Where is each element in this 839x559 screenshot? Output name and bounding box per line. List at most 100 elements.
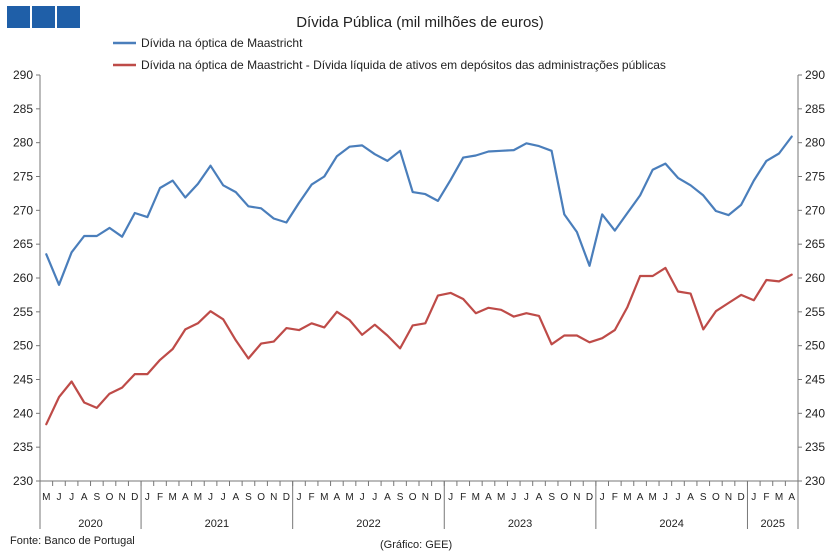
x-tick-label: M <box>42 492 50 503</box>
y-tick-label-left: 240 <box>13 406 33 420</box>
x-tick-label: J <box>360 492 365 503</box>
y-tick-label-left: 230 <box>13 474 33 488</box>
x-tick-label: O <box>106 492 114 503</box>
source-note: Fonte: Banco de Portugal <box>10 535 135 547</box>
x-tick-label: J <box>448 492 453 503</box>
x-tick-label: M <box>345 492 353 503</box>
x-tick-label: J <box>600 492 605 503</box>
series-line-2 <box>45 266 793 426</box>
x-tick-label: M <box>497 492 505 503</box>
x-tick-label: M <box>168 492 176 503</box>
x-tick-label: J <box>296 492 301 503</box>
x-tick-label: O <box>560 492 568 503</box>
axes: 230 230 235 235 240 240 245 245 250 250 255 255 260 2… <box>13 68 825 530</box>
y-tick-label-right: 270 <box>805 203 825 217</box>
x-tick-label: F <box>157 492 163 503</box>
chart-credit: (Gráfico: GEE) <box>380 539 453 551</box>
brand-square-2 <box>32 6 55 28</box>
plot-area <box>45 135 793 426</box>
year-label: 2024 <box>659 518 683 530</box>
x-tick-label: A <box>788 492 795 503</box>
x-tick-label: M <box>775 492 783 503</box>
x-tick-label: M <box>472 492 480 503</box>
y-tick-label-left: 275 <box>13 170 33 184</box>
brand-square-3 <box>57 6 80 28</box>
y-tick-label-left: 235 <box>13 440 33 454</box>
x-tick-label: A <box>536 492 543 503</box>
x-tick-label: F <box>612 492 618 503</box>
x-tick-label: J <box>221 492 226 503</box>
x-tick-label: J <box>675 492 680 503</box>
x-tick-label: N <box>118 492 125 503</box>
y-tick-label-right: 280 <box>805 136 825 150</box>
y-tick-label-left: 270 <box>13 203 33 217</box>
x-tick-label: J <box>208 492 213 503</box>
y-tick-label-right: 275 <box>805 170 825 184</box>
x-tick-label: M <box>194 492 202 503</box>
x-tick-label: J <box>372 492 377 503</box>
x-tick-label: A <box>485 492 492 503</box>
y-tick-label-left: 290 <box>13 68 33 82</box>
x-tick-label: S <box>245 492 252 503</box>
y-tick-label-left: 285 <box>13 102 33 116</box>
y-tick-label-right: 265 <box>805 237 825 251</box>
x-tick-label: J <box>663 492 668 503</box>
series-line-1 <box>45 135 793 286</box>
x-tick-label: D <box>434 492 441 503</box>
x-tick-label: A <box>384 492 391 503</box>
y-tick-label-left: 255 <box>13 305 33 319</box>
x-tick-label: F <box>460 492 466 503</box>
x-tick-label: M <box>623 492 631 503</box>
x-tick-label: D <box>738 492 745 503</box>
x-tick-label: A <box>687 492 694 503</box>
x-tick-label: J <box>69 492 74 503</box>
y-tick-label-right: 250 <box>805 339 825 353</box>
x-tick-label: D <box>586 492 593 503</box>
x-tick-label: S <box>548 492 555 503</box>
chart-title: Dívida Pública (mil milhões de euros) <box>296 14 544 31</box>
brand-square-1 <box>7 6 30 28</box>
y-tick-label-right: 260 <box>805 271 825 285</box>
y-tick-label-right: 230 <box>805 474 825 488</box>
year-label: 2021 <box>205 518 229 530</box>
x-tick-label: J <box>524 492 529 503</box>
x-tick-label: J <box>511 492 516 503</box>
x-tick-label: S <box>94 492 101 503</box>
x-tick-label: D <box>131 492 138 503</box>
x-tick-label: J <box>751 492 756 503</box>
y-tick-label-right: 235 <box>805 440 825 454</box>
x-tick-label: D <box>283 492 290 503</box>
x-tick-label: F <box>309 492 315 503</box>
x-tick-label: M <box>320 492 328 503</box>
y-tick-label-right: 245 <box>805 373 825 387</box>
x-tick-label: N <box>422 492 429 503</box>
x-tick-label: S <box>700 492 707 503</box>
legend-label-1: Dívida na óptica de Maastricht <box>141 36 303 50</box>
x-tick-label: A <box>81 492 88 503</box>
x-tick-label: S <box>397 492 404 503</box>
x-tick-label: A <box>334 492 341 503</box>
x-tick-label: N <box>573 492 580 503</box>
y-tick-label-left: 260 <box>13 271 33 285</box>
legend: Dívida na óptica de Maastricht Dívida na … <box>113 36 666 72</box>
x-tick-label: N <box>270 492 277 503</box>
year-label: 2025 <box>760 518 784 530</box>
x-tick-label: A <box>637 492 644 503</box>
x-tick-label: J <box>145 492 150 503</box>
legend-label-2: Dívida na óptica de Maastricht - Dívida … <box>141 58 666 72</box>
x-tick-label: A <box>232 492 239 503</box>
y-tick-label-left: 250 <box>13 339 33 353</box>
x-tick-label: O <box>712 492 720 503</box>
year-label: 2020 <box>78 518 102 530</box>
y-tick-label-right: 255 <box>805 305 825 319</box>
y-tick-label-left: 265 <box>13 237 33 251</box>
x-tick-label: A <box>182 492 189 503</box>
y-tick-label-right: 240 <box>805 406 825 420</box>
x-tick-label: O <box>257 492 265 503</box>
y-tick-label-right: 285 <box>805 102 825 116</box>
x-tick-label: O <box>409 492 417 503</box>
x-tick-label: F <box>763 492 769 503</box>
y-tick-label-left: 280 <box>13 136 33 150</box>
y-tick-label-right: 290 <box>805 68 825 82</box>
